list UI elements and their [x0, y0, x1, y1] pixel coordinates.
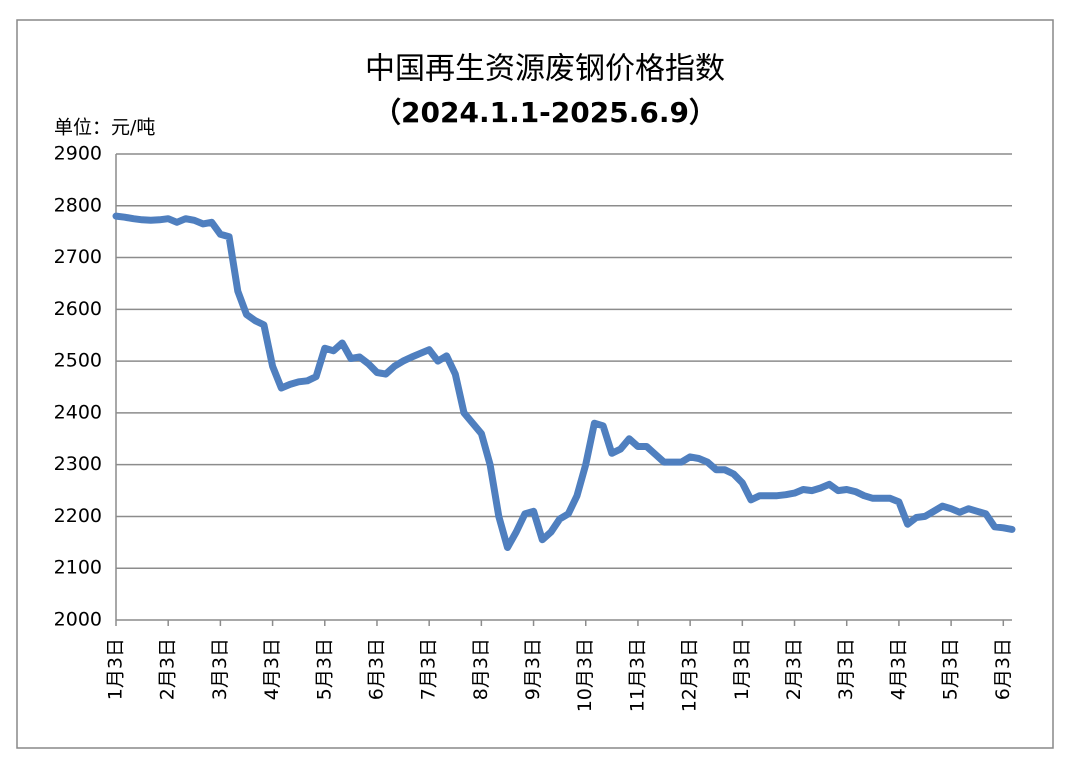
x-tick-label: 4月3日 — [887, 638, 909, 700]
x-tick-label: 6月3日 — [365, 638, 387, 700]
x-tick-label: 5月3日 — [940, 638, 962, 700]
x-tick-label: 1月3日 — [731, 638, 753, 700]
x-tick-label: 1月3日 — [105, 638, 127, 700]
x-tick-label: 2月3日 — [157, 638, 179, 700]
x-tick-label: 3月3日 — [835, 638, 857, 700]
x-tick-label: 7月3日 — [418, 638, 440, 700]
y-tick-label: 2300 — [54, 453, 102, 475]
y-tick-label: 2600 — [54, 298, 102, 320]
x-tick-label: 12月3日 — [679, 638, 701, 712]
x-tick-label: 10月3日 — [574, 638, 596, 712]
x-tick-label: 6月3日 — [992, 638, 1014, 700]
y-tick-label: 2400 — [54, 401, 102, 423]
y-tick-label: 2000 — [54, 609, 102, 631]
data-line — [112, 212, 1016, 551]
x-tick-label: 2月3日 — [783, 638, 805, 700]
x-tick-label: 5月3日 — [313, 638, 335, 700]
chart-title: 中国再生资源废钢价格指数 — [365, 52, 725, 87]
y-tick-label: 2700 — [54, 246, 102, 268]
x-tick-label: 9月3日 — [522, 638, 544, 700]
y-tick-label: 2800 — [54, 194, 102, 216]
x-tick-label: 4月3日 — [261, 638, 283, 700]
chart-subtitle: （2024.1.1-2025.6.9） — [373, 96, 717, 129]
x-tick-label: 3月3日 — [209, 638, 231, 700]
y-tick-label: 2100 — [54, 557, 102, 579]
x-tick-label: 11月3日 — [626, 638, 648, 712]
x-tick-label: 8月3日 — [470, 638, 492, 700]
chart-frame — [16, 19, 1054, 749]
y-axis-label: 单位：元/吨 — [54, 117, 155, 139]
y-tick-label: 2200 — [54, 505, 102, 527]
y-tick-label: 2500 — [54, 350, 102, 372]
y-tick-label: 2900 — [54, 143, 102, 165]
